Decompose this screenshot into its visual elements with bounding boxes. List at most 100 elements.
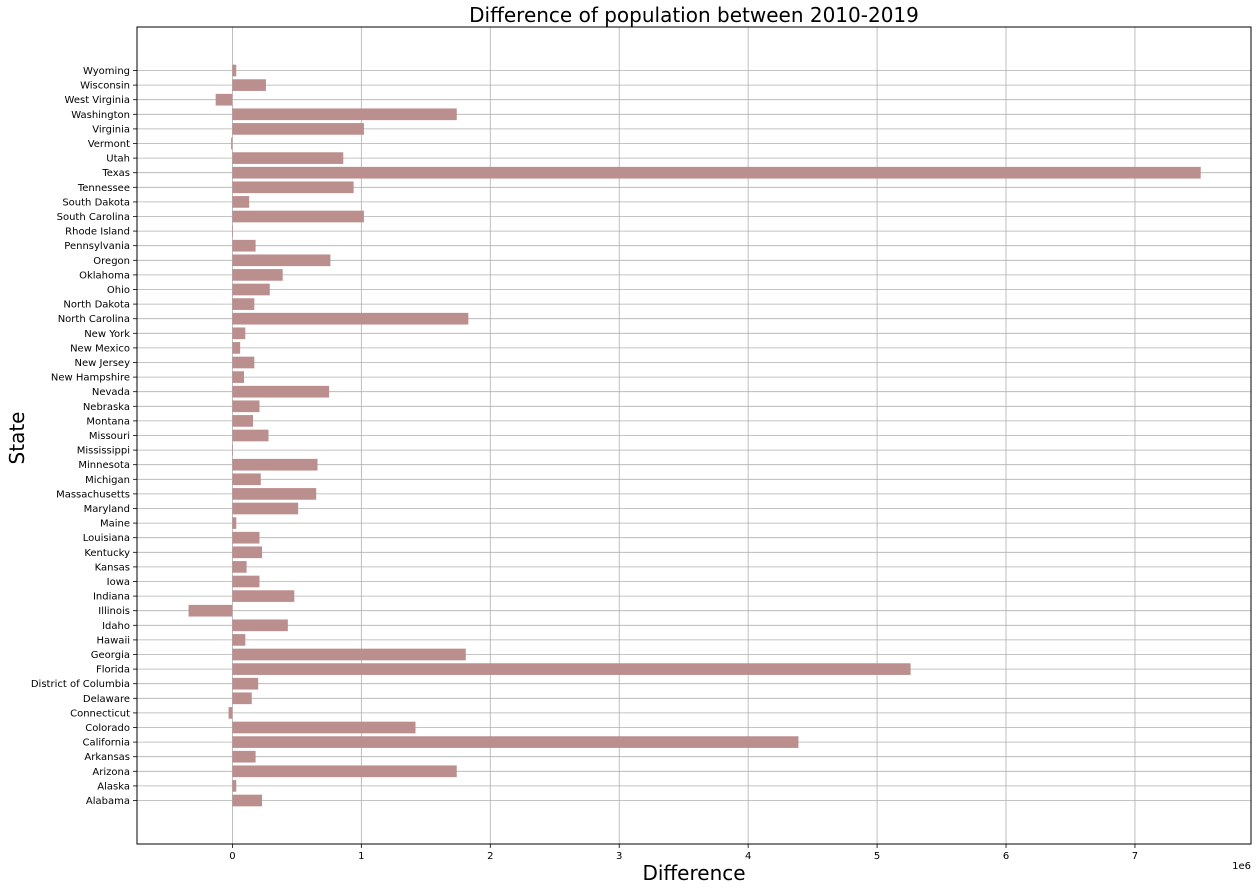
bar-maine: [232, 517, 237, 529]
y-tick-label: California: [83, 738, 131, 749]
bar-south-carolina: [232, 210, 364, 223]
y-tick-label: Utah: [106, 154, 130, 165]
y-tick-label: Nevada: [92, 387, 130, 398]
bar-wisconsin: [232, 79, 266, 91]
bar-arizona: [232, 765, 457, 778]
grid: [137, 27, 1251, 844]
bar-nevada: [232, 385, 330, 398]
y-tick-label: Oklahoma: [79, 270, 130, 281]
y-tick-label: Alabama: [86, 796, 130, 807]
y-tick-label: Florida: [96, 665, 130, 676]
y-tick-label: Colorado: [85, 723, 130, 734]
bar-oklahoma: [232, 269, 283, 281]
bar-north-dakota: [232, 298, 255, 310]
y-tick-label: Montana: [86, 416, 130, 427]
x-tick-label: 0: [229, 851, 235, 862]
y-tick-label: Rhode Island: [65, 227, 130, 238]
bar-missouri: [232, 429, 269, 442]
y-tick-labels: Alabama Alaska Arizona Arkansas California Co…: [31, 66, 137, 807]
y-tick-label: Nebraska: [83, 402, 130, 413]
bar-massachusetts: [232, 488, 317, 500]
y-tick-label: New Jersey: [75, 358, 131, 369]
y-tick-label: Idaho: [102, 621, 130, 632]
y-tick-label: Maryland: [84, 504, 130, 515]
y-tick-label: Delaware: [83, 694, 130, 705]
bar-mississippi: [232, 444, 234, 456]
bar-utah: [232, 152, 344, 164]
y-tick-label: Vermont: [88, 139, 130, 150]
y-tick-label: Kansas: [95, 562, 130, 573]
y-tick-label: Hawaii: [96, 635, 130, 646]
bar-oregon: [232, 254, 331, 267]
y-tick-label: Kentucky: [84, 548, 130, 559]
bar-kansas: [232, 561, 247, 573]
bar-louisiana: [232, 531, 260, 544]
x-tick-label: 1: [358, 851, 364, 862]
bar-vermont: [231, 137, 233, 150]
bars: [188, 64, 1201, 807]
bar-district-of-columbia: [232, 677, 259, 690]
y-tick-label: Maine: [100, 519, 130, 530]
bar-pennsylvania: [232, 239, 256, 252]
bar-ohio: [232, 283, 270, 296]
plot-frame: [136, 26, 1252, 845]
y-tick-label: Arkansas: [84, 752, 130, 763]
bar-tennessee: [232, 181, 354, 194]
y-axis-label: State: [5, 412, 29, 465]
bar-alabama: [232, 794, 263, 807]
y-tick-label: Wisconsin: [80, 81, 130, 92]
y-tick-label: North Carolina: [58, 314, 130, 325]
bar-south-dakota: [232, 196, 250, 208]
bar-iowa: [232, 575, 260, 588]
y-tick-label: Virginia: [92, 124, 130, 135]
y-tick-label: Iowa: [107, 577, 130, 588]
y-tick-label: Arizona: [92, 767, 130, 778]
bar-montana: [232, 415, 254, 427]
y-tick-label: New Hampshire: [51, 373, 130, 384]
bar-delaware: [232, 692, 252, 705]
bar-alaska: [232, 780, 237, 792]
y-tick-label: Ohio: [107, 285, 130, 296]
bar-new-hampshire: [232, 371, 245, 383]
bar-maryland: [232, 502, 299, 515]
x-tick-label: 2: [487, 851, 493, 862]
bar-idaho: [232, 619, 288, 632]
bar-connecticut: [228, 707, 233, 719]
y-tick-label: Wyoming: [83, 66, 130, 77]
y-tick-label: Indiana: [93, 592, 130, 603]
x-tick-label: 5: [874, 851, 880, 862]
y-tick-label: South Dakota: [62, 197, 130, 208]
bar-new-jersey: [232, 356, 255, 369]
y-tick-label: West Virginia: [65, 95, 130, 106]
bar-virginia: [232, 123, 364, 135]
y-tick-label: Texas: [101, 168, 130, 179]
y-tick-label: Missouri: [89, 431, 130, 442]
y-tick-label: Louisiana: [83, 533, 130, 544]
bar-colorado: [232, 721, 416, 734]
bar-west-virginia: [215, 93, 233, 106]
x-tick-label: 7: [1132, 851, 1138, 862]
x-axis-label: Difference: [642, 861, 745, 885]
y-tick-label: Alaska: [97, 781, 130, 792]
x-tick-label: 4: [745, 851, 751, 862]
y-tick-label: District of Columbia: [31, 679, 130, 690]
x-scale-offset: 1e6: [1232, 861, 1251, 872]
bar-washington: [232, 108, 457, 121]
y-tick-label: Michigan: [85, 475, 130, 486]
bar-wyoming: [232, 64, 237, 77]
bar-florida: [232, 663, 911, 675]
x-tick-label: 3: [616, 851, 622, 862]
y-tick-label: Massachusetts: [56, 489, 130, 500]
y-tick-label: Pennsylvania: [64, 241, 130, 252]
chart-title: Difference of population between 2010-20…: [469, 3, 919, 27]
y-tick-label: New York: [84, 329, 130, 340]
bar-hawaii: [232, 634, 246, 646]
bar-indiana: [232, 590, 295, 602]
x-tick-labels: 0 1 2 3 4 5 6 7: [229, 844, 1138, 862]
bar-illinois: [188, 604, 233, 617]
y-tick-label: Minnesota: [78, 460, 130, 471]
bar-california: [232, 736, 799, 748]
y-tick-label: New Mexico: [70, 343, 130, 354]
bar-north-carolina: [232, 312, 469, 325]
